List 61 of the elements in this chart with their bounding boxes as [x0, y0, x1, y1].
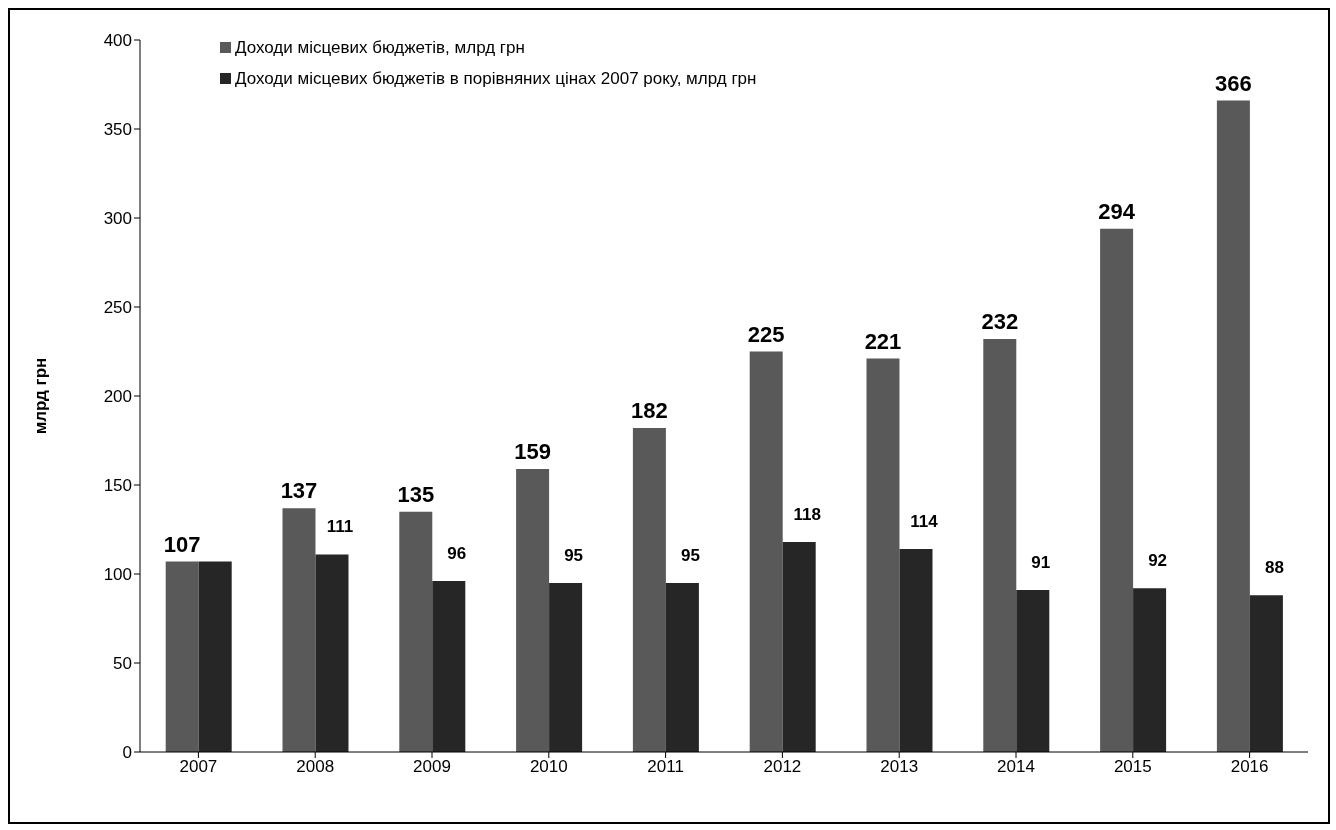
bar — [399, 511, 433, 752]
bar — [1216, 100, 1250, 752]
y-axis-title: млрд грн — [31, 357, 51, 435]
data-label: 221 — [864, 328, 902, 354]
data-label: 91 — [1031, 553, 1051, 573]
x-tick-label: 2007 — [179, 757, 218, 777]
y-tick-label: 150 — [103, 476, 132, 496]
bar — [665, 582, 699, 752]
data-label: 232 — [981, 309, 1019, 335]
bar — [632, 428, 666, 752]
bar — [165, 561, 199, 752]
x-tick-label: 2012 — [763, 757, 802, 777]
x-tick-label: 2011 — [647, 757, 684, 777]
legend-label: Доходи місцевих бюджетів, млрд грн — [234, 37, 526, 59]
data-label: 88 — [1264, 558, 1284, 578]
bar — [782, 541, 816, 752]
data-label: 118 — [793, 504, 821, 524]
data-label: 111 — [326, 517, 354, 537]
bar — [315, 554, 349, 752]
data-label: 135 — [397, 481, 435, 507]
bar — [432, 581, 466, 752]
data-label: 96 — [447, 544, 467, 564]
bar — [282, 508, 316, 752]
data-label: 92 — [1148, 551, 1168, 571]
bar — [749, 351, 783, 752]
bar — [516, 468, 550, 752]
bar — [899, 549, 933, 752]
data-label: 159 — [514, 438, 551, 464]
x-tick-label: 2016 — [1230, 757, 1269, 777]
x-tick-label: 2015 — [1113, 757, 1152, 777]
y-tick-label: 400 — [103, 31, 132, 51]
data-label: 294 — [1098, 198, 1136, 224]
y-tick-label: 100 — [103, 565, 132, 585]
y-tick-label: 200 — [103, 387, 132, 407]
bar — [549, 582, 583, 752]
data-label: 182 — [631, 398, 668, 424]
bar — [1249, 595, 1283, 752]
bar — [866, 358, 900, 752]
legend-label: Доходи місцевих бюджетів в порівняних цінах 2007 року, млрд грн — [234, 68, 757, 90]
y-tick-label: 250 — [103, 298, 132, 318]
bar — [198, 561, 232, 752]
data-label: 95 — [680, 545, 700, 565]
y-tick-label: 50 — [113, 654, 132, 674]
bar — [1016, 590, 1050, 752]
data-label: 107 — [163, 531, 201, 557]
x-tick-label: 2010 — [529, 757, 568, 777]
bar — [983, 339, 1017, 752]
data-label: 366 — [1215, 70, 1252, 96]
bar — [1133, 588, 1167, 752]
y-tick-label: 350 — [103, 120, 132, 140]
data-label: 137 — [280, 478, 318, 504]
data-label: 114 — [910, 512, 939, 532]
bar — [1100, 228, 1134, 752]
y-tick-label: 300 — [103, 209, 132, 229]
x-tick-label: 2014 — [997, 757, 1035, 777]
data-label: 225 — [747, 321, 785, 347]
x-tick-label: 2009 — [413, 757, 451, 777]
x-tick-label: 2013 — [880, 757, 919, 777]
data-label: 95 — [564, 545, 584, 565]
x-tick-label: 2008 — [296, 757, 335, 777]
y-tick-label: 0 — [122, 743, 132, 763]
